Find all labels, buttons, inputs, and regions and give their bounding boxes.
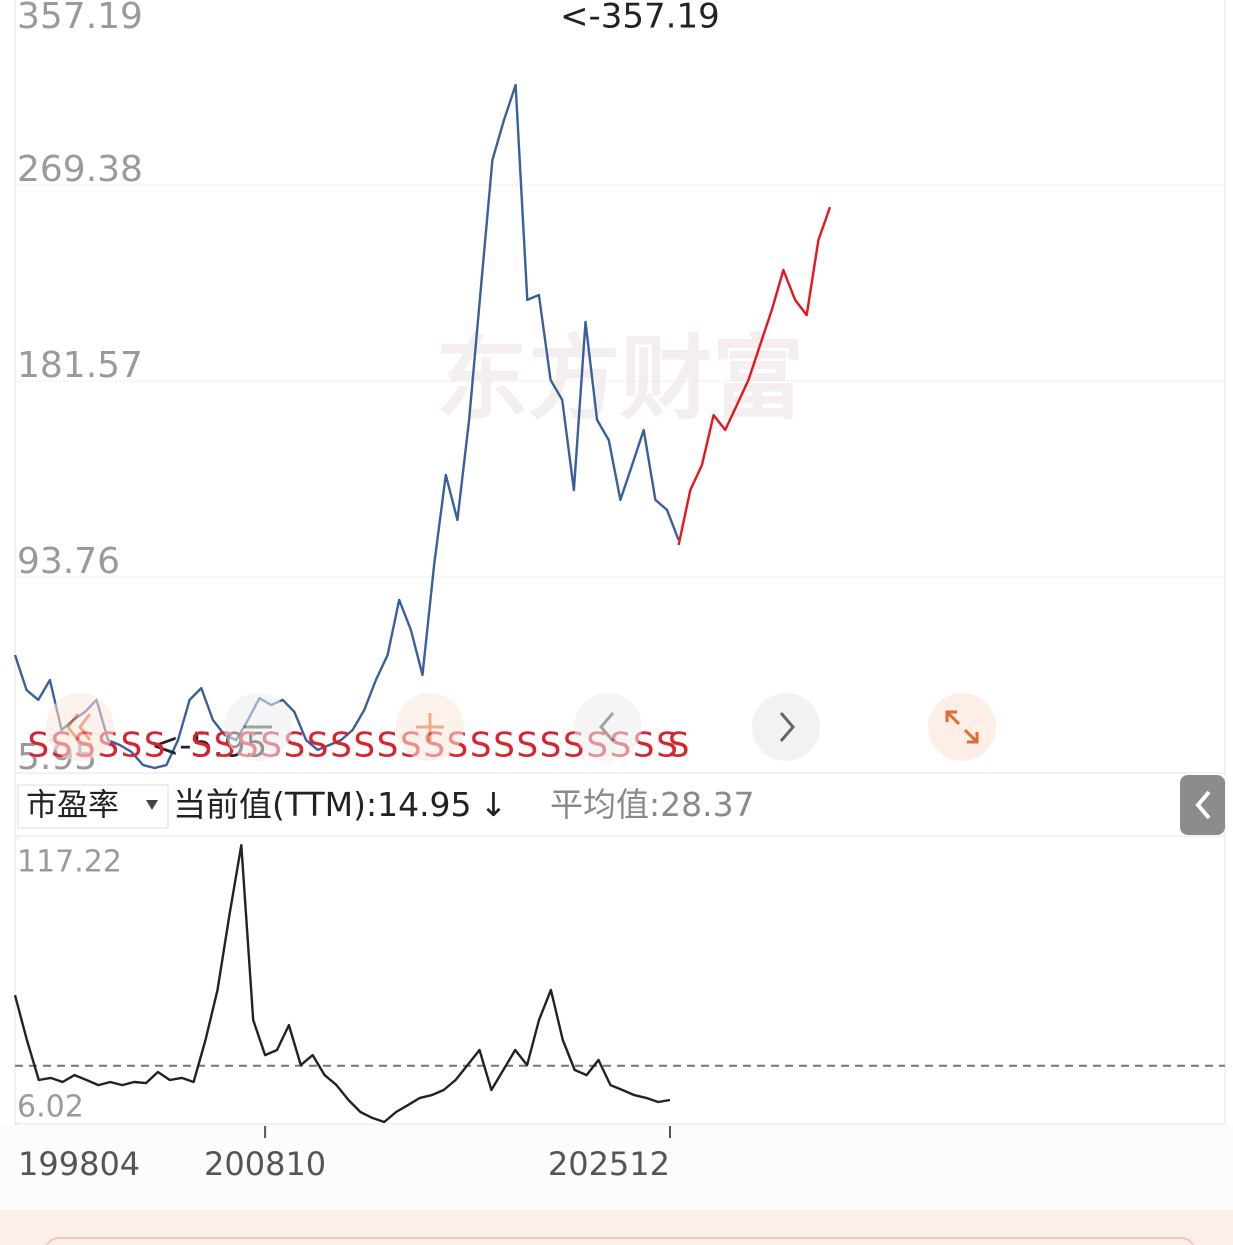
- average-label: 平均值:: [550, 785, 660, 824]
- previous-icon: [599, 712, 615, 742]
- price-line: [13, 83, 680, 770]
- x-tick-label: 200810: [204, 1145, 326, 1183]
- trade-marker: S: [668, 726, 690, 766]
- side-panel-toggle[interactable]: [1180, 775, 1225, 835]
- dropdown-arrow: [146, 800, 158, 810]
- side-panel-icon: [1195, 790, 1211, 820]
- trade-marker: S: [190, 726, 212, 766]
- trade-marker: S: [307, 726, 329, 766]
- trade-marker: S: [27, 726, 49, 766]
- next-icon: [779, 712, 795, 742]
- x-axis-background: [0, 1125, 1233, 1210]
- price-line: [677, 206, 832, 546]
- average-value-text: 平均值:28.37: [550, 785, 755, 824]
- trade-marker: S: [493, 726, 515, 766]
- rewind-icon: [66, 713, 92, 741]
- zoom-in-icon: [416, 713, 444, 741]
- trade-marker: S: [470, 726, 492, 766]
- trade-marker: S: [516, 726, 538, 766]
- y-tick-label: 269.38: [17, 149, 143, 190]
- trade-marker: S: [353, 726, 375, 766]
- y-tick-label: 117.22: [17, 845, 122, 880]
- footer-band: [0, 1210, 1233, 1245]
- metric-label[interactable]: 市盈率: [26, 788, 119, 824]
- fullscreen-button[interactable]: [928, 693, 996, 761]
- footer-button[interactable]: [45, 1237, 1195, 1245]
- x-tick-label: 199804: [18, 1145, 140, 1183]
- extreme-label: <-357.19: [560, 0, 720, 37]
- trend-arrow: ↓: [480, 785, 508, 824]
- trade-marker: S: [144, 726, 166, 766]
- x-tick-label: 202512: [548, 1145, 670, 1183]
- fullscreen-icon: [945, 710, 979, 744]
- trade-marker: S: [377, 726, 399, 766]
- y-tick-label: 6.02: [17, 1090, 84, 1125]
- watermark: 东方财富: [436, 325, 804, 432]
- price-line: [13, 844, 671, 1124]
- trade-marker: S: [656, 726, 678, 766]
- y-tick-label: 93.76: [17, 541, 120, 582]
- current-value: 14.95: [377, 785, 471, 824]
- trade-marker: S: [121, 726, 143, 766]
- next-button[interactable]: [752, 693, 820, 761]
- average-value: 28.37: [660, 785, 754, 824]
- y-tick-label: 181.57: [17, 345, 143, 386]
- current-value-text: 当前值(TTM):14.95 ↓: [173, 785, 507, 824]
- y-tick-label: 357.19: [17, 0, 143, 37]
- current-label: 当前值(TTM):: [173, 785, 377, 824]
- trade-marker: S: [540, 726, 562, 766]
- metric-dropdown[interactable]: [17, 784, 169, 829]
- trade-marker: S: [330, 726, 352, 766]
- chart-controls: [46, 693, 642, 761]
- previous-button[interactable]: [574, 693, 642, 761]
